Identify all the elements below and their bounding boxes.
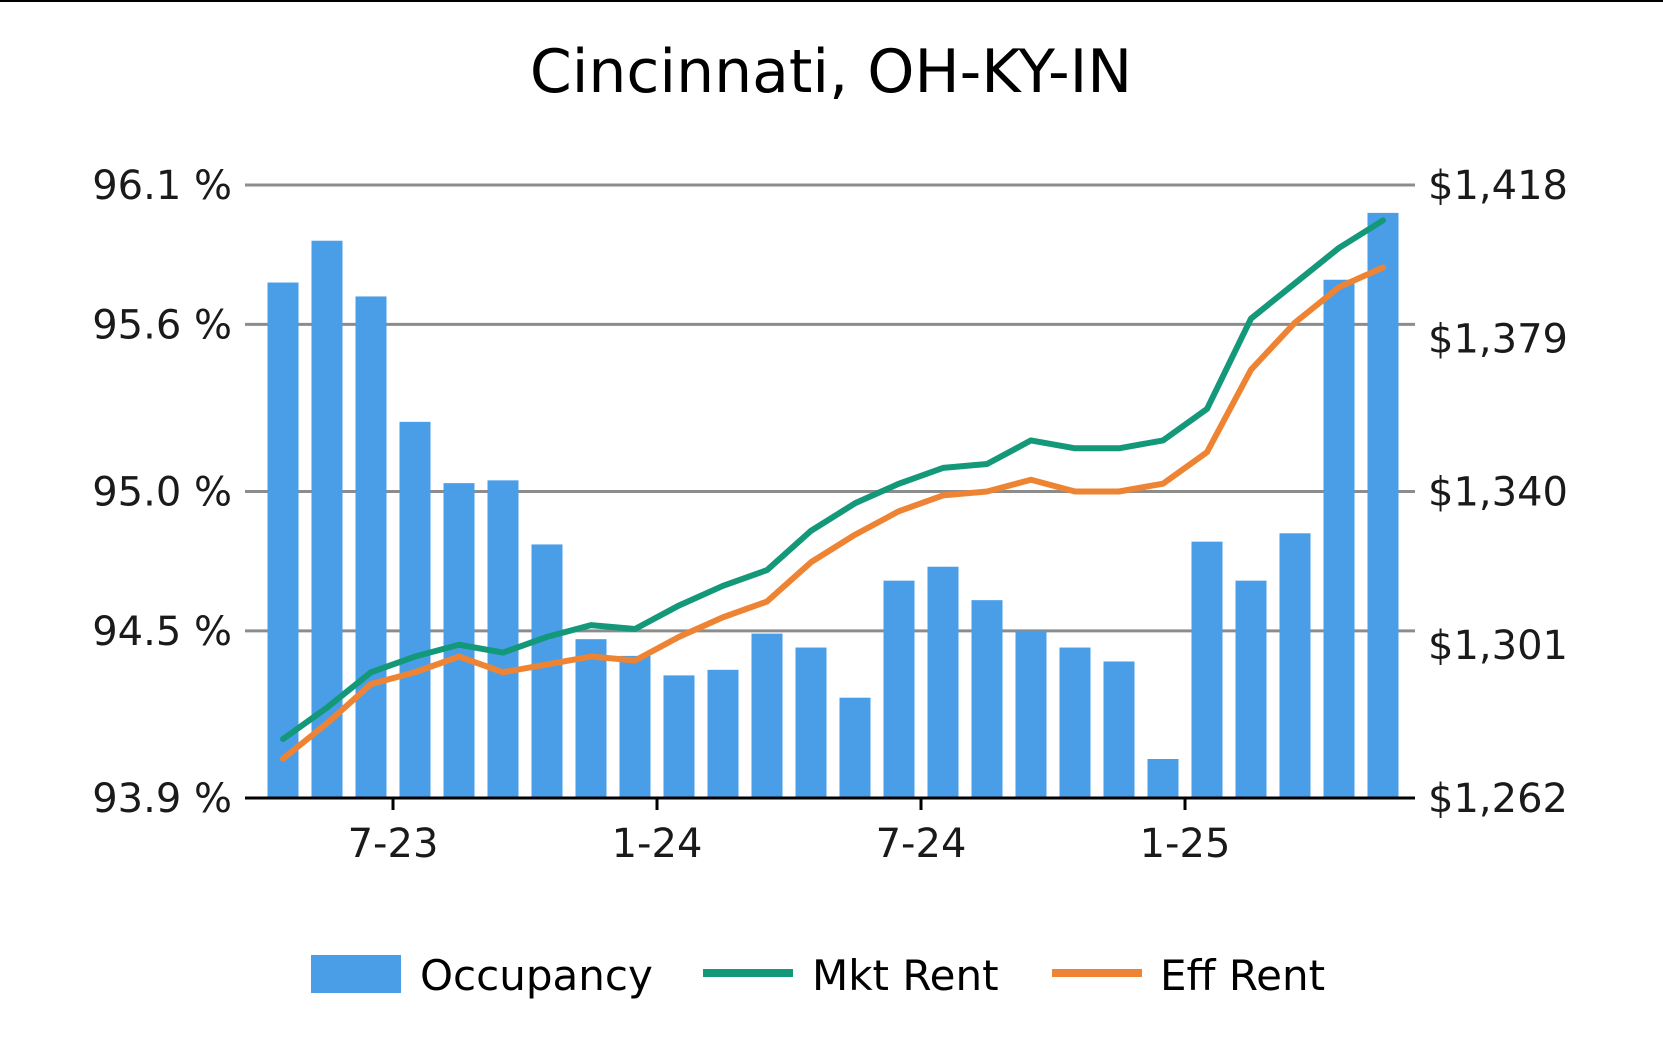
legend: Occupancy Mkt Rent Eff Rent bbox=[311, 951, 1325, 1000]
x-axis-labels: 7-23 1-24 7-24 1-25 bbox=[348, 821, 1231, 867]
axes bbox=[245, 796, 1415, 810]
x-axis-tick-label: 7-23 bbox=[348, 821, 439, 867]
legend-occupancy-label: Occupancy bbox=[420, 951, 653, 1000]
eff-rent-line bbox=[280, 264, 1386, 762]
chart-title: Cincinnati, OH-KY-IN bbox=[530, 37, 1132, 107]
occupancy-bar bbox=[531, 544, 563, 798]
x-axis-tick-label: 7-24 bbox=[876, 821, 967, 867]
occupancy-bar bbox=[1059, 647, 1091, 798]
right-axis-tick-label: $1,301 bbox=[1428, 623, 1568, 669]
x-axis-tick-label: 1-24 bbox=[612, 821, 703, 867]
rent-lines bbox=[280, 217, 1386, 762]
occupancy-bar bbox=[1191, 541, 1223, 798]
left-axis-tick-label: 95.0 % bbox=[92, 470, 232, 516]
occupancy-bar bbox=[619, 655, 651, 798]
occupancy-bar bbox=[1367, 212, 1399, 798]
occupancy-bars bbox=[267, 212, 1399, 799]
mkt-rent-line bbox=[280, 217, 1386, 743]
occupancy-bar bbox=[707, 669, 739, 798]
legend-eff-rent-label: Eff Rent bbox=[1160, 951, 1325, 1000]
occupancy-bar bbox=[839, 697, 871, 798]
right-axis-tick-label: $1,262 bbox=[1428, 776, 1568, 822]
occupancy-bar bbox=[355, 296, 387, 798]
x-axis-tick-label: 1-25 bbox=[1140, 821, 1231, 867]
left-axis-tick-label: 93.9 % bbox=[92, 776, 232, 822]
occupancy-bar bbox=[575, 639, 607, 798]
occupancy-bar bbox=[1147, 758, 1179, 798]
occupancy-bar bbox=[1323, 279, 1355, 799]
left-axis-tick-label: 95.6 % bbox=[92, 302, 232, 348]
occupancy-bar bbox=[1235, 580, 1267, 798]
occupancy-bar bbox=[663, 675, 695, 798]
occupancy-bar bbox=[1015, 630, 1047, 798]
right-axis-labels: $1,418 $1,379 $1,340 $1,301 $1,262 bbox=[1428, 163, 1568, 822]
top-border bbox=[0, 0, 1663, 2]
left-axis-labels: 96.1 % 95.6 % 95.0 % 94.5 % 93.9 % bbox=[92, 163, 232, 822]
occupancy-bar bbox=[795, 647, 827, 798]
occupancy-bar bbox=[487, 480, 519, 798]
occupancy-bar bbox=[883, 580, 915, 798]
right-axis-tick-label: $1,340 bbox=[1428, 470, 1568, 516]
occupancy-bar bbox=[927, 566, 959, 798]
legend-occupancy-swatch bbox=[311, 955, 401, 993]
legend-mkt-rent-label: Mkt Rent bbox=[812, 951, 999, 1000]
left-axis-tick-label: 96.1 % bbox=[92, 163, 232, 209]
occupancy-bar bbox=[1103, 661, 1135, 798]
occupancy-bar bbox=[267, 282, 299, 799]
occupancy-bar bbox=[399, 421, 431, 798]
right-axis-tick-label: $1,418 bbox=[1428, 163, 1568, 209]
occupancy-bar bbox=[443, 483, 475, 798]
left-axis-tick-label: 94.5 % bbox=[92, 609, 232, 655]
occupancy-bar bbox=[751, 633, 783, 798]
occupancy-bar bbox=[1279, 533, 1311, 798]
occupancy-bar bbox=[971, 600, 1003, 798]
right-axis-tick-label: $1,379 bbox=[1428, 316, 1568, 362]
